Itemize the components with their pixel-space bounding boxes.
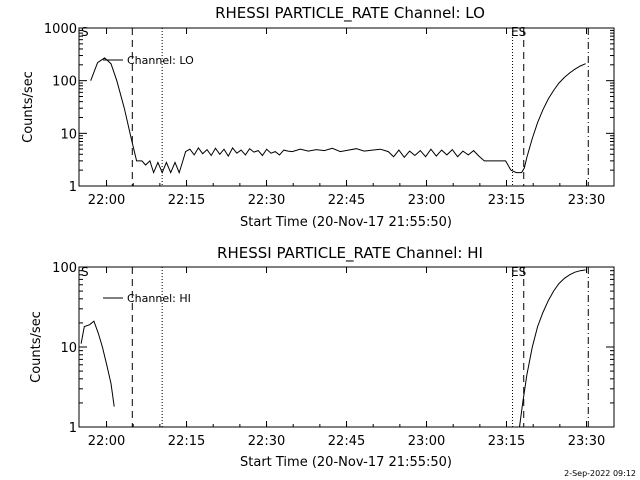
plot-frame-hi: [78, 266, 615, 428]
start-marker-label-hi: S: [81, 265, 89, 279]
x-ticks-hi: 22:00 22:15 22:30 22:45 23:00 23:15 23:30: [88, 267, 605, 449]
event-lines-hi: [131, 267, 589, 427]
y-tick-label-lo-0: 1: [69, 180, 77, 195]
x-tick-label-lo-4: 23:00: [408, 193, 445, 208]
y-axis-label-hi: Counts/sec: [29, 311, 44, 383]
event-lines-lo: [131, 28, 589, 186]
series-hi: [80, 269, 586, 428]
x-tick-label-lo-2: 22:30: [248, 193, 285, 208]
x-tick-label-hi-5: 23:15: [488, 434, 525, 449]
end-marker-label-hi: ES: [511, 265, 526, 279]
chart-title-lo: RHESSI PARTICLE_RATE Channel: LO: [215, 4, 485, 23]
x-axis-label-lo: Start Time (20-Nov-17 21:55:50): [240, 215, 452, 230]
legend-label-lo: Channel: LO: [127, 54, 194, 67]
x-tick-label-lo-0: 22:00: [88, 193, 125, 208]
x-tick-label-hi-3: 22:45: [328, 434, 365, 449]
y-tick-label-hi-1: 10: [60, 341, 77, 356]
y-ticks-hi: 1 10 100: [52, 261, 614, 436]
y-tick-label-hi-0: 1: [69, 421, 77, 436]
x-tick-label-hi-6: 23:30: [568, 434, 605, 449]
x-tick-label-lo-1: 22:15: [168, 193, 205, 208]
plot-lo-channel: RHESSI PARTICLE_RATE Channel: LO Counts/…: [21, 4, 615, 230]
plot-hi-channel: RHESSI PARTICLE_RATE Channel: HI Counts/…: [29, 244, 615, 470]
series-line-lo-0: [90, 57, 586, 175]
x-tick-label-hi-4: 23:00: [408, 434, 445, 449]
x-tick-label-hi-0: 22:00: [88, 434, 125, 449]
x-axis-label-hi: Start Time (20-Nov-17 21:55:50): [240, 455, 452, 470]
y-tick-label-lo-1: 10: [60, 127, 77, 142]
y-tick-label-lo-3: 1000: [44, 22, 77, 37]
x-tick-label-hi-2: 22:30: [248, 434, 285, 449]
chart-title-hi: RHESSI PARTICLE_RATE Channel: HI: [217, 244, 483, 263]
y-tick-label-lo-2: 100: [52, 75, 77, 90]
start-marker-label-lo: S: [81, 25, 89, 39]
y-axis-label-lo: Counts/sec: [21, 71, 36, 143]
x-tick-label-hi-1: 22:15: [168, 434, 205, 449]
end-marker-label-lo: ES: [511, 25, 526, 39]
x-ticks-lo: 22:00 22:15 22:30 22:45 23:00 23:15 23:30: [88, 28, 605, 208]
series-lo: [90, 57, 586, 175]
series-line-hi-1: [519, 269, 586, 428]
x-tick-label-lo-6: 23:30: [568, 193, 605, 208]
x-tick-label-lo-3: 22:45: [328, 193, 365, 208]
y-ticks-lo: 1 10 100 1000: [44, 22, 614, 195]
footer-timestamp: 2-Sep-2022 09:12: [564, 469, 636, 478]
series-line-hi-0: [80, 320, 115, 407]
x-tick-label-lo-5: 23:15: [488, 193, 525, 208]
y-tick-label-hi-2: 100: [52, 261, 77, 276]
legend-label-hi: Channel: HI: [127, 292, 191, 305]
plot-frame-lo: [78, 27, 615, 187]
